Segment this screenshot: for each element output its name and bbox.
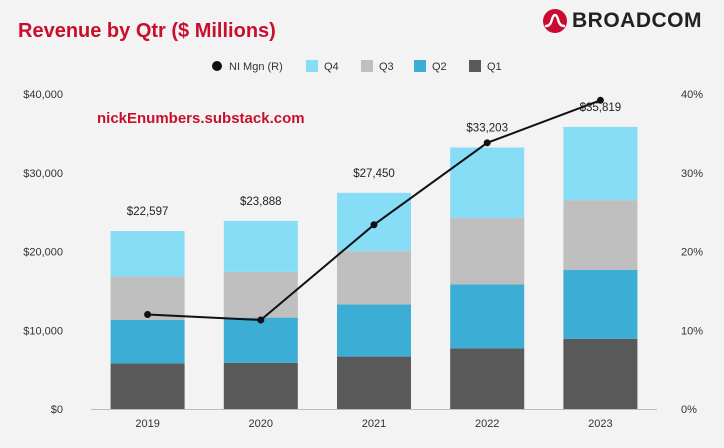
broadcom-logo-icon bbox=[543, 9, 567, 33]
x-tick-label-2019: 2019 bbox=[135, 418, 159, 430]
y-left-tick-label: $0 bbox=[51, 404, 63, 416]
legend-marker-q2 bbox=[414, 60, 426, 72]
x-tick-label-2020: 2020 bbox=[249, 418, 273, 430]
bar-q1-2022 bbox=[450, 348, 525, 409]
x-tick-label-2023: 2023 bbox=[588, 418, 612, 430]
y-right-tick-label: 40% bbox=[681, 89, 703, 101]
y-left-tick-label: $10,000 bbox=[23, 325, 63, 337]
total-label-2022: $33,203 bbox=[466, 123, 508, 135]
bar-q4-2023 bbox=[563, 126, 638, 201]
bar-q1-2021 bbox=[337, 356, 411, 409]
bar-q3-2023 bbox=[563, 200, 638, 271]
bar-q4-2022 bbox=[450, 147, 525, 218]
y-right-tick-label: 10% bbox=[681, 325, 703, 337]
legend-marker-q1 bbox=[469, 60, 481, 72]
bar-q1-2019 bbox=[110, 363, 185, 409]
chart-title: Revenue by Qtr ($ Millions) bbox=[18, 20, 276, 42]
bar-q2-2023 bbox=[563, 270, 638, 339]
y-left-tick-label: $40,000 bbox=[23, 89, 63, 101]
legend-label-q4: Q4 bbox=[324, 61, 339, 73]
ni-margin-point-2020 bbox=[257, 316, 265, 324]
broadcom-logo: BROADCOM bbox=[543, 9, 702, 33]
bar-q4-2020 bbox=[223, 220, 298, 272]
bar-q2-2019 bbox=[110, 319, 185, 364]
y-right-tick-label: 30% bbox=[681, 168, 703, 180]
ni-margin-point-2022 bbox=[483, 139, 491, 147]
y-right-tick-label: 0% bbox=[681, 404, 697, 416]
legend-label-q2: Q2 bbox=[432, 61, 447, 73]
ni-margin-point-2019 bbox=[144, 311, 152, 318]
total-label-2021: $27,450 bbox=[353, 168, 395, 180]
total-label-2020: $23,888 bbox=[240, 196, 282, 208]
watermark-text: nickEnumbers.substack.com bbox=[97, 110, 305, 127]
bar-q2-2020 bbox=[223, 317, 298, 363]
bar-q2-2022 bbox=[450, 284, 525, 349]
legend-label-q1: Q1 bbox=[487, 61, 502, 73]
broadcom-logo-text: BROADCOM bbox=[572, 9, 702, 32]
bar-q2-2021 bbox=[337, 304, 411, 357]
legend-label-ni-mgn-r: NI Mgn (R) bbox=[229, 61, 283, 73]
legend-marker-q4 bbox=[306, 60, 318, 72]
legend-label-q3: Q3 bbox=[379, 61, 394, 73]
ni-margin-point-2021 bbox=[370, 221, 378, 229]
y-right-tick-label: 20% bbox=[681, 247, 703, 259]
bar-q3-2021 bbox=[337, 251, 411, 305]
bar-q1-2020 bbox=[223, 362, 298, 409]
x-tick-label-2021: 2021 bbox=[362, 418, 386, 430]
bar-q1-2023 bbox=[563, 338, 638, 409]
y-left-tick-label: $30,000 bbox=[23, 168, 63, 180]
y-left-tick-label: $20,000 bbox=[23, 247, 63, 259]
bar-q4-2019 bbox=[110, 231, 185, 277]
total-label-2019: $22,597 bbox=[127, 206, 169, 218]
legend-marker-ni-mgn-r bbox=[212, 61, 222, 71]
bar-q3-2020 bbox=[223, 271, 298, 318]
legend-marker-q3 bbox=[361, 60, 373, 72]
ni-margin-point-2023 bbox=[596, 96, 604, 104]
x-tick-label-2022: 2022 bbox=[475, 418, 499, 430]
bar-q3-2022 bbox=[450, 217, 525, 285]
